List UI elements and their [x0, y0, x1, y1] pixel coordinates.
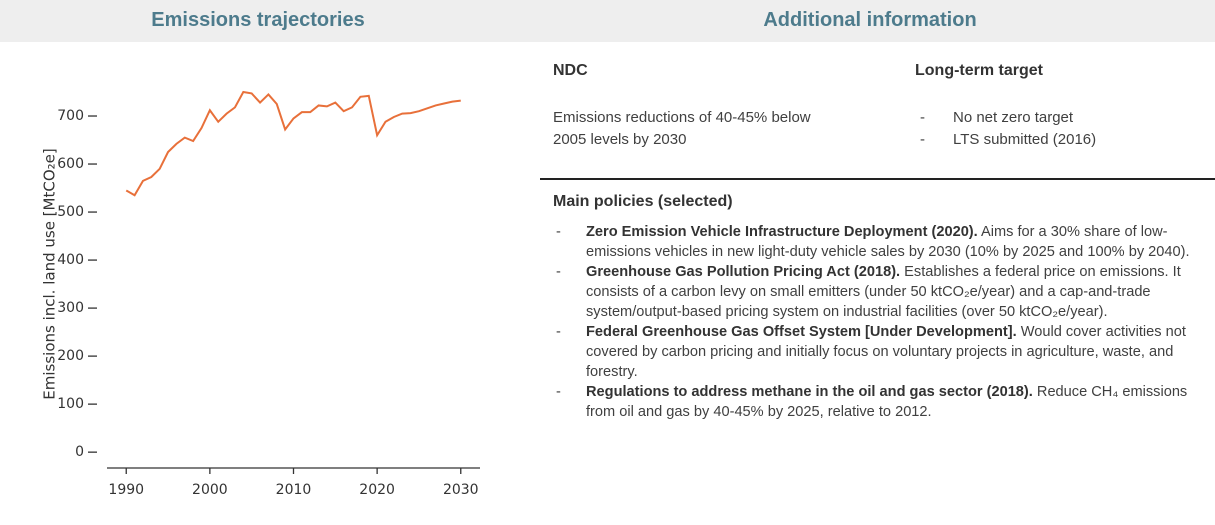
ndc-line: Emissions reductions of 40-45% below	[553, 109, 811, 126]
y-tick-label: 400	[57, 252, 84, 268]
policy-item: Zero Emission Vehicle Infrastructure Dep…	[553, 222, 1208, 262]
left-header: Emissions trajectories	[151, 9, 365, 31]
x-tick-label: 2010	[276, 482, 312, 498]
policy-item: Regulations to address methane in the oi…	[553, 382, 1208, 422]
separator	[540, 178, 1215, 180]
policy-title: Greenhouse Gas Pollution Pricing Act (20…	[586, 264, 901, 280]
ndc-line: 2005 levels by 2030	[553, 131, 687, 148]
policy-item: Federal Greenhouse Gas Offset System [Un…	[553, 322, 1208, 382]
chart: Emissions incl. land use [MtCO₂e] 0 100 200…	[41, 90, 480, 498]
policy-text: Establishes a federal price on emissions…	[586, 264, 1181, 320]
x-tick-label: 1990	[108, 482, 144, 498]
y-tick-label: 600	[57, 156, 84, 172]
policy-item: Greenhouse Gas Pollution Pricing Act (20…	[553, 262, 1208, 322]
y-tick-label: 500	[57, 204, 84, 220]
x-tick-label: 2000	[192, 482, 228, 498]
policy-text: Reduce CH₄ emissions from oil and gas by…	[586, 384, 1188, 420]
policies-list: Zero Emission Vehicle Infrastructure Dep…	[553, 222, 1208, 422]
policy-text: Aims for a 30% share of low-emissions ve…	[586, 224, 1190, 260]
policies-title: Main policies (selected)	[553, 193, 733, 210]
y-tick-label: 700	[57, 108, 84, 124]
y-axis-label: Emissions incl. land use [MtCO₂e]	[41, 148, 59, 399]
long-term-item: LTS submitted (2016)	[915, 129, 1096, 151]
header-bar	[0, 0, 1215, 42]
policy-text: Would cover activities not covered by ca…	[586, 324, 1186, 380]
right-header: Additional information	[763, 9, 977, 31]
y-tick-label: 200	[57, 348, 84, 364]
policy-title: Federal Greenhouse Gas Offset System [Un…	[586, 324, 1017, 340]
x-tick-label: 2030	[443, 482, 479, 498]
emissions-line	[125, 90, 461, 197]
ndc-title: NDC	[553, 62, 588, 79]
ndc-text: Emissions reductions of 40-45% below 200…	[553, 107, 811, 151]
long-term-list: No net zero target LTS submitted (2016)	[915, 107, 1096, 151]
x-tick-label: 2020	[359, 482, 395, 498]
y-tick-label: 0	[75, 444, 84, 460]
long-term-title: Long-term target	[915, 62, 1043, 79]
y-tick-label: 100	[57, 396, 84, 412]
y-tick-label: 300	[57, 300, 84, 316]
long-term-item: No net zero target	[915, 107, 1096, 129]
policy-title: Regulations to address methane in the oi…	[586, 384, 1033, 400]
policy-title: Zero Emission Vehicle Infrastructure Dep…	[586, 224, 978, 240]
